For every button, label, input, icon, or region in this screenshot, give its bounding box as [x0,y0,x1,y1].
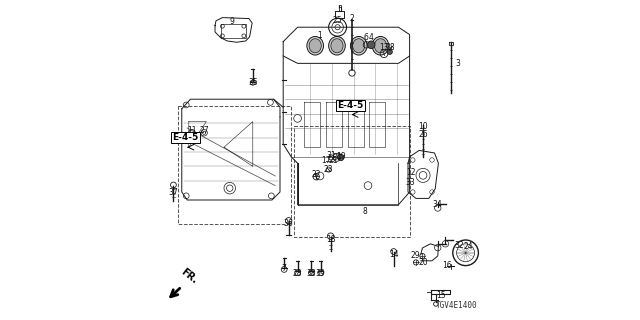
Text: 13: 13 [379,43,389,52]
Text: 35: 35 [248,78,258,87]
Text: 27: 27 [199,126,209,135]
Text: 7: 7 [282,264,287,273]
Text: TGV4E1400: TGV4E1400 [436,301,477,310]
Ellipse shape [331,39,343,53]
Text: 14: 14 [388,250,399,259]
Text: E-4-5: E-4-5 [338,101,364,110]
Bar [294,126,410,237]
Text: 25: 25 [333,16,342,25]
Text: 22: 22 [312,170,321,179]
Text: 12: 12 [406,168,415,177]
Ellipse shape [353,39,365,53]
Text: 4: 4 [369,33,374,42]
Circle shape [338,154,344,161]
Circle shape [387,49,392,54]
Text: 16: 16 [442,261,452,270]
Text: 23: 23 [324,165,333,174]
Bar [178,106,291,224]
Text: 28: 28 [293,269,302,278]
Ellipse shape [329,36,346,55]
Ellipse shape [374,39,387,53]
Text: 26: 26 [418,130,428,139]
Text: 30: 30 [332,153,342,162]
Text: 33: 33 [406,178,415,187]
Text: 31: 31 [326,151,336,160]
Circle shape [367,41,375,49]
Text: 6: 6 [364,33,369,42]
Text: 20: 20 [418,258,428,267]
Text: 11: 11 [188,126,196,135]
Text: 1: 1 [317,31,323,40]
Text: 37: 37 [168,188,178,196]
Text: 18: 18 [326,236,335,244]
Ellipse shape [309,39,321,53]
Text: 5: 5 [337,5,342,14]
Text: 39: 39 [316,269,326,278]
Text: 10: 10 [418,122,428,131]
Text: 21: 21 [328,156,337,164]
Text: 36: 36 [284,220,294,228]
Text: 9: 9 [230,17,234,26]
Text: 2: 2 [349,14,355,23]
Text: 38: 38 [307,269,316,278]
Ellipse shape [307,36,323,55]
Text: 29: 29 [410,251,420,260]
Text: 19: 19 [336,152,346,161]
Ellipse shape [372,36,389,55]
Text: 32: 32 [454,241,465,250]
Text: 24: 24 [464,242,474,251]
Text: E-4-5: E-4-5 [172,133,198,142]
Text: 8: 8 [362,207,367,216]
Text: 38: 38 [385,43,395,52]
Text: 17: 17 [321,156,331,164]
Text: 15: 15 [436,292,445,300]
Text: 34: 34 [433,200,443,209]
Text: 3: 3 [455,59,460,68]
Ellipse shape [351,36,367,55]
Text: FR.: FR. [179,267,199,285]
